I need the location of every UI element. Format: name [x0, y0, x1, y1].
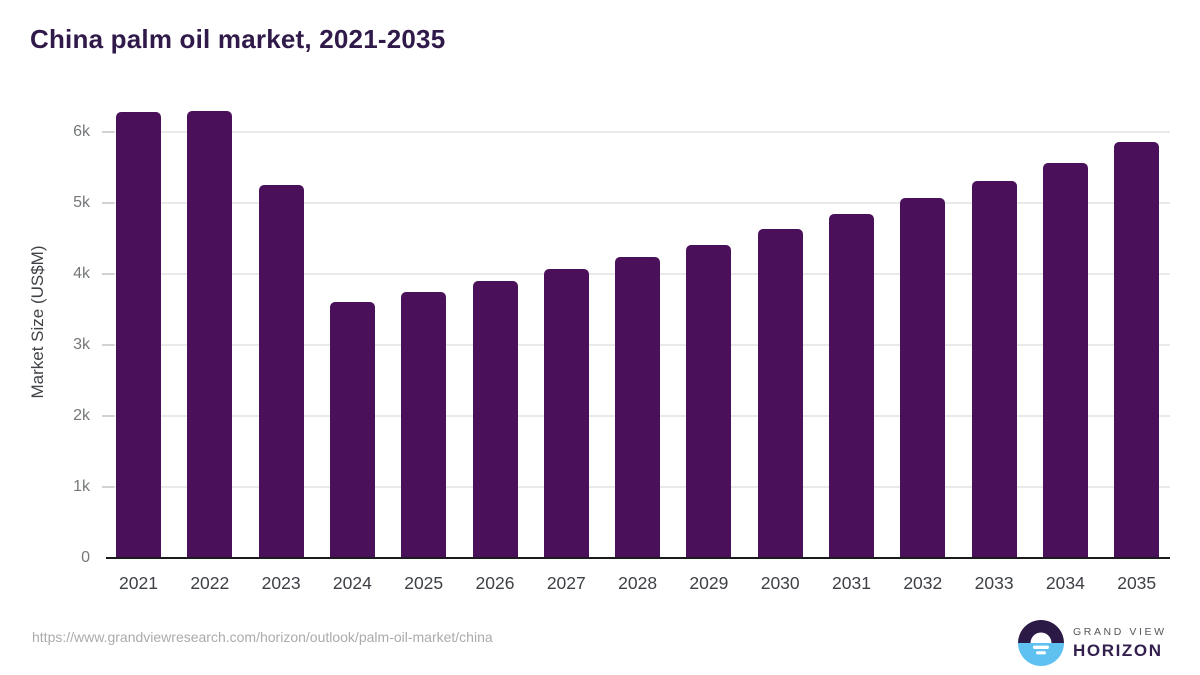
bar[interactable]: [1114, 142, 1160, 558]
x-tick-label: 2031: [832, 573, 871, 593]
gridline: [106, 202, 1170, 204]
x-tick-label: 2021: [119, 573, 158, 593]
x-tick-label: 2029: [689, 573, 729, 593]
bar[interactable]: [116, 112, 161, 558]
bar[interactable]: [757, 229, 803, 558]
x-tick-label: 2022: [190, 573, 230, 593]
bar[interactable]: [329, 301, 375, 558]
bar[interactable]: [401, 292, 447, 558]
x-tick-label: 2027: [546, 573, 586, 593]
bar[interactable]: [829, 214, 874, 558]
axis-tick: [102, 415, 114, 417]
axis-tick: [102, 273, 114, 275]
bar[interactable]: [686, 244, 732, 558]
x-tick-label: 2024: [332, 573, 372, 593]
x-tick-label: 2030: [760, 573, 800, 593]
bar[interactable]: [187, 110, 233, 558]
bar[interactable]: [258, 184, 304, 558]
bar[interactable]: [615, 257, 661, 558]
x-tick-label: 2035: [1117, 573, 1157, 593]
y-tick-label: 6k: [73, 123, 90, 141]
axis-tick: [102, 486, 114, 488]
axis-tick: [102, 202, 114, 204]
y-tick-label: 1k: [73, 478, 90, 496]
x-tick-label: 2032: [903, 573, 943, 593]
gridline: [106, 131, 1170, 133]
brand-logo-text: GRAND VIEW HORIZON: [1073, 626, 1167, 661]
bar[interactable]: [900, 197, 946, 558]
x-axis-line: [106, 556, 1170, 559]
x-tick-label: 2034: [1045, 573, 1085, 593]
x-tick-label: 2025: [404, 573, 444, 593]
horizon-sunrise-icon: [1018, 620, 1064, 666]
y-tick-label: 5k: [73, 194, 90, 212]
y-tick-label: 4k: [73, 265, 90, 283]
axis-tick: [102, 344, 114, 346]
bar[interactable]: [971, 181, 1017, 558]
y-tick-label: 2k: [73, 407, 90, 425]
x-tick-label: 2028: [618, 573, 658, 593]
bar[interactable]: [543, 269, 589, 558]
x-tick-label: 2023: [261, 573, 301, 593]
y-tick-label: 3k: [73, 336, 90, 354]
x-tick-label: 2033: [974, 573, 1014, 593]
bar[interactable]: [1042, 162, 1088, 558]
source-url: https://www.grandviewresearch.com/horizo…: [32, 629, 493, 645]
y-tick-label: 0: [81, 549, 90, 566]
chart-title: China palm oil market, 2021-2035: [30, 24, 446, 54]
axis-tick: [102, 131, 114, 133]
brand-name-top: GRAND VIEW: [1073, 625, 1167, 638]
brand-logo: GRAND VIEW HORIZON: [1018, 620, 1167, 666]
x-tick-label: 2026: [475, 573, 515, 593]
brand-name-bottom: HORIZON: [1073, 640, 1163, 660]
bar[interactable]: [472, 281, 518, 558]
